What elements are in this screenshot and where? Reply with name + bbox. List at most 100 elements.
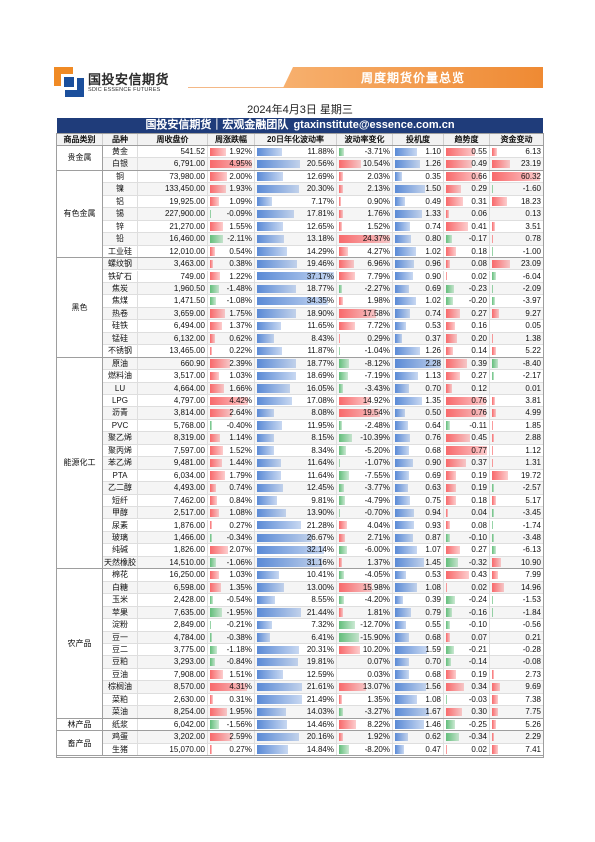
volatility-change-cell: 0.29% xyxy=(337,332,393,345)
trend-degree: -0.03 xyxy=(468,694,487,704)
volatility-change-cell: -3.27% xyxy=(337,706,393,718)
weekly-change: 2.39% xyxy=(229,358,252,368)
commodity-name: 豆一 xyxy=(112,632,128,642)
trend-degree-cell: -0.21 xyxy=(444,644,490,656)
volatility-20d-cell: 12.45% xyxy=(255,482,337,494)
trend-degree: 0.06 xyxy=(471,209,487,219)
trend-degree: 0.19 xyxy=(471,470,487,480)
trend-degree-bar xyxy=(446,658,452,667)
speculation-degree-cell: 0.74 xyxy=(393,307,444,320)
speculation-degree-cell: 0.37 xyxy=(393,332,444,345)
volatility-20d-cell: 11.65% xyxy=(255,320,337,332)
commodity-name-cell: 铁矿石 xyxy=(103,270,138,282)
fund-flow-bar xyxy=(492,396,496,405)
volatility-change-bar xyxy=(339,309,376,318)
commodity-name: 硅铁 xyxy=(112,321,128,331)
column-header-category: 商品类别 xyxy=(57,134,103,145)
weekly-close: 1,471.50 xyxy=(173,296,205,306)
speculation-degree: 0.90 xyxy=(425,458,441,468)
commodity-name-cell: 纯碱 xyxy=(103,544,138,556)
speculation-degree-cell: 0.50 xyxy=(393,407,444,419)
weekly-close: 3,463.00 xyxy=(173,259,205,269)
volatility-change-bar xyxy=(339,745,350,754)
volatility-20d-bar xyxy=(257,284,296,293)
fund-flow-cell: -2.17 xyxy=(490,370,543,381)
weekly-change-bar xyxy=(210,234,223,244)
commodity-name-cell: 铅 xyxy=(103,233,138,245)
volatility-20d: 10.41% xyxy=(306,570,334,580)
trend-degree-bar xyxy=(446,633,450,642)
speculation-degree-bar xyxy=(395,695,417,704)
trend-degree-bar xyxy=(446,371,461,381)
weekly-change-bar xyxy=(210,222,224,231)
commodity-name: 铅 xyxy=(116,234,124,244)
volatility-20d: 21.44% xyxy=(306,607,334,617)
volatility-change: -4.79% xyxy=(364,495,390,505)
volatility-change-bar xyxy=(339,222,343,231)
trend-degree-bar xyxy=(446,645,454,654)
fund-flow: 2.88 xyxy=(525,433,541,443)
volatility-change-cell: 1.52% xyxy=(337,220,393,233)
weekly-change-cell: 0.74% xyxy=(208,482,255,494)
weekly-change: 1.93% xyxy=(229,184,252,194)
table-row: 短纤 7,462.00 0.84% 9.81% -4.79% 0.75 0.18 5.17 xyxy=(103,494,543,508)
fund-flow-cell: 7.99 xyxy=(490,569,543,580)
trend-degree-cell: -0.10 xyxy=(444,531,490,544)
speculation-degree-cell: 1.07 xyxy=(393,544,444,556)
speculation-degree-bar xyxy=(395,608,411,617)
speculation-degree-cell: 1.02 xyxy=(393,295,444,307)
weekly-change-cell: 2.00% xyxy=(208,170,255,183)
weekly-close: 1,960.50 xyxy=(173,283,205,293)
weekly-change-cell: 4.95% xyxy=(208,158,255,170)
weekly-close: 2,630.00 xyxy=(173,694,205,704)
commodity-name-cell: 鸡蛋 xyxy=(103,731,138,743)
volatility-change: -2.48% xyxy=(364,420,390,430)
weekly-close: 2,517.00 xyxy=(173,508,205,518)
table-body: 贵金属 有色金属 黑色 能源化工 农产品 林产品 畜产品 黄金 541.52 1.92% 11.8… xyxy=(57,146,543,757)
table-row: 锌 21,270.00 1.55% 12.65% 1.52% 0.74 0.41 3.51 xyxy=(103,220,543,234)
volatility-change: 14.92% xyxy=(362,396,390,405)
speculation-degree-cell: 1.08 xyxy=(393,581,444,594)
fund-flow-bar xyxy=(492,346,497,356)
trend-degree-cell: 0.04 xyxy=(444,507,490,519)
trend-degree: 0.16 xyxy=(471,321,487,331)
trend-degree: 0.34 xyxy=(471,682,487,692)
table-row: 玉米 2,428.00 -0.54% 8.55% -4.20% 0.39 -0.24 -1.5… xyxy=(103,594,543,607)
volatility-change: 19.54% xyxy=(362,408,390,418)
weekly-change: 0.54% xyxy=(229,246,252,256)
volatility-20d: 21.49% xyxy=(306,694,334,704)
volatility-20d-cell: 11.64% xyxy=(255,457,337,469)
trend-degree-cell: 0.27 xyxy=(444,544,490,556)
commodity-name-cell: 原油 xyxy=(103,357,138,370)
commodity-name-cell: 白银 xyxy=(103,158,138,170)
volatility-change: -7.55% xyxy=(364,470,390,480)
volatility-20d-cell: 14.29% xyxy=(255,245,337,258)
table-row: 铁矿石 749.00 1.22% 37.17% 7.79% 0.90 0.02 -6.04 xyxy=(103,270,543,283)
weekly-change-cell: 1.22% xyxy=(208,270,255,282)
weekly-change-bar xyxy=(210,608,222,617)
fund-flow-bar xyxy=(492,446,493,455)
volatility-20d-cell: 18.69% xyxy=(255,370,337,382)
weekly-close: 12,010.00 xyxy=(169,246,205,256)
trend-degree: -0.17 xyxy=(468,234,487,244)
fund-flow: -0.56 xyxy=(522,620,541,630)
volatility-20d-bar xyxy=(257,222,284,231)
trend-degree: 0.20 xyxy=(471,333,487,343)
fund-flow-cell: 0.78 xyxy=(490,233,543,244)
trend-degree: 0.41 xyxy=(471,221,487,231)
weekly-change: 2.07% xyxy=(229,545,252,555)
volatility-change-bar xyxy=(339,595,345,605)
commodity-name: 玉米 xyxy=(112,595,128,605)
volatility-20d-cell: 8.08% xyxy=(255,407,337,419)
trend-degree: 0.39 xyxy=(471,358,487,368)
fund-flow-cell: 9.69 xyxy=(490,681,543,692)
trend-degree-bar xyxy=(446,533,450,542)
fund-flow-cell: 10.90 xyxy=(490,557,543,568)
trend-degree-bar xyxy=(446,334,457,343)
fund-flow: 0.21 xyxy=(525,632,541,642)
weekly-change-cell: 1.14% xyxy=(208,432,255,444)
fund-flow: -2.09 xyxy=(522,283,541,293)
volatility-20d: 21.61% xyxy=(306,682,334,692)
speculation-degree-bar xyxy=(395,658,410,667)
fund-flow: -1.00 xyxy=(522,246,541,256)
